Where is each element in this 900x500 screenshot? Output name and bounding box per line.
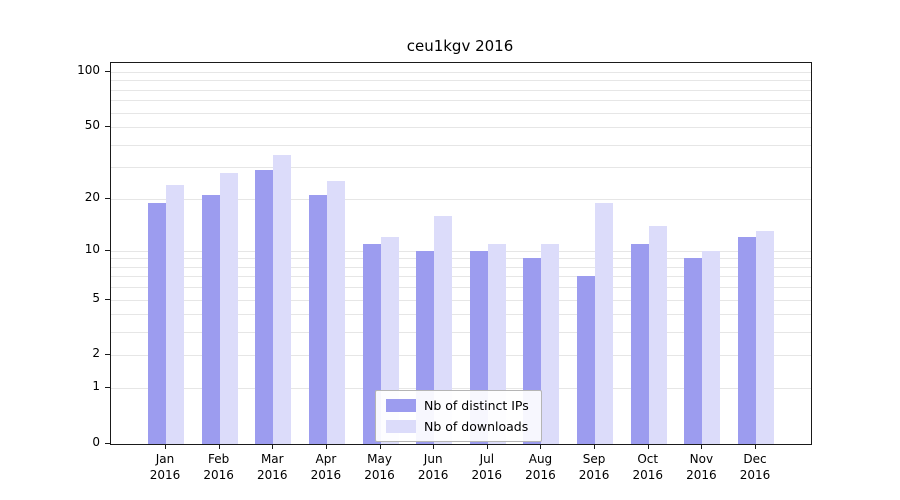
ytick-mark-0 [105,443,110,444]
ytick-label-5: 5 [92,290,100,305]
gridline-y-1 [111,388,811,390]
xtick-mark-may [379,444,381,449]
bar-distinct-ips-dec [738,237,756,444]
gridline-y-70 [111,100,811,102]
ytick-mark-2 [105,354,110,356]
bar-downloads-sep [595,202,614,444]
bar-distinct-ips-sep [577,276,596,444]
legend-swatch-downloads [386,420,416,433]
ytick-label-50: 50 [84,118,100,133]
gridline-y-4 [111,314,811,316]
legend-swatch-distinct-ips [386,399,416,412]
xtick-mark-dec [755,444,756,449]
xtick-mark-oct [647,444,649,449]
xtick-mark-jun [433,444,435,449]
xtick-label-sep: Sep 2016 [578,452,610,483]
gridline-y-20 [111,198,811,200]
gridline-y-40 [111,144,811,146]
chart-title: ceu1kgv 2016 [406,37,514,55]
ytick-label-20: 20 [84,189,100,204]
gridline-y-3 [111,332,811,334]
gridline-y-90 [111,80,811,82]
xtick-label-mar: Mar 2016 [256,452,288,483]
legend-item-distinct-ips: Nb of distinct IPs [386,398,529,413]
bar-distinct-ips-feb [201,194,220,444]
bar-distinct-ips-oct [630,243,649,444]
xtick-mark-aug [540,444,542,449]
xtick-mark-jul [486,444,488,449]
bar-downloads-feb [219,172,238,444]
gridline-y-7 [111,276,811,278]
bar-downloads-mar [273,155,292,444]
xtick-mark-sep [594,444,596,449]
bar-downloads-aug [541,243,560,444]
xtick-label-jun: Jun 2016 [417,452,449,483]
bar-distinct-ips-apr [308,194,327,444]
gridline-y-5 [111,299,811,301]
bar-distinct-ips-mar [255,169,274,444]
gridline-y-6 [111,287,811,289]
xtick-label-aug: Aug 2016 [525,452,556,483]
gridline-y-30 [111,167,811,169]
gridline-y-80 [111,89,811,91]
ytick-label-100: 100 [77,63,100,77]
legend: Nb of distinct IPs Nb of downloads [375,390,542,442]
bar-downloads-apr [326,181,345,444]
xtick-mark-mar [272,444,274,449]
ytick-mark-1 [105,387,110,389]
gridline-y-50 [111,127,811,129]
gridline-y-2 [111,355,811,357]
xtick-label-feb: Feb 2016 [203,452,234,483]
ytick-mark-10 [105,249,110,251]
bar-downloads-nov [702,250,721,444]
ytick-mark-20 [105,197,110,199]
bar-downloads-oct [648,225,667,444]
xtick-label-dec: Dec 2016 [739,452,771,483]
gridline-y-100 [111,72,811,73]
legend-item-downloads: Nb of downloads [386,419,529,434]
gridline-y-60 [111,112,811,114]
ytick-mark-100 [105,71,110,72]
gridline-y-9 [111,258,811,260]
xtick-label-apr: Apr 2016 [310,452,342,483]
bar-downloads-jun [434,215,453,444]
xtick-mark-nov [701,444,703,449]
ytick-label-1: 1 [92,379,100,394]
legend-label-distinct-ips: Nb of distinct IPs [424,398,529,413]
xtick-label-jul: Jul 2016 [471,452,503,483]
legend-label-downloads: Nb of downloads [424,419,529,434]
ytick-label-0: 0 [92,435,100,449]
gridline-y-10 [111,250,811,252]
xtick-mark-jan [165,444,166,449]
xtick-label-nov: Nov 2016 [686,452,717,483]
bar-downloads-dec [756,231,774,444]
bar-distinct-ips-jan [148,202,166,444]
ytick-mark-5 [105,298,110,300]
ytick-label-10: 10 [84,241,100,256]
gridline-y-8 [111,266,811,268]
plot-area: Nb of distinct IPs Nb of downloads [110,62,812,445]
xtick-label-oct: Oct 2016 [632,452,663,483]
xtick-label-jan: Jan 2016 [149,452,181,483]
ytick-mark-50 [105,126,110,128]
xtick-mark-feb [218,444,220,449]
ytick-label-2: 2 [92,346,100,361]
bar-distinct-ips-nov [684,258,703,444]
bar-downloads-jan [166,184,184,444]
xtick-mark-apr [325,444,327,449]
xtick-label-may: May 2016 [364,452,395,483]
